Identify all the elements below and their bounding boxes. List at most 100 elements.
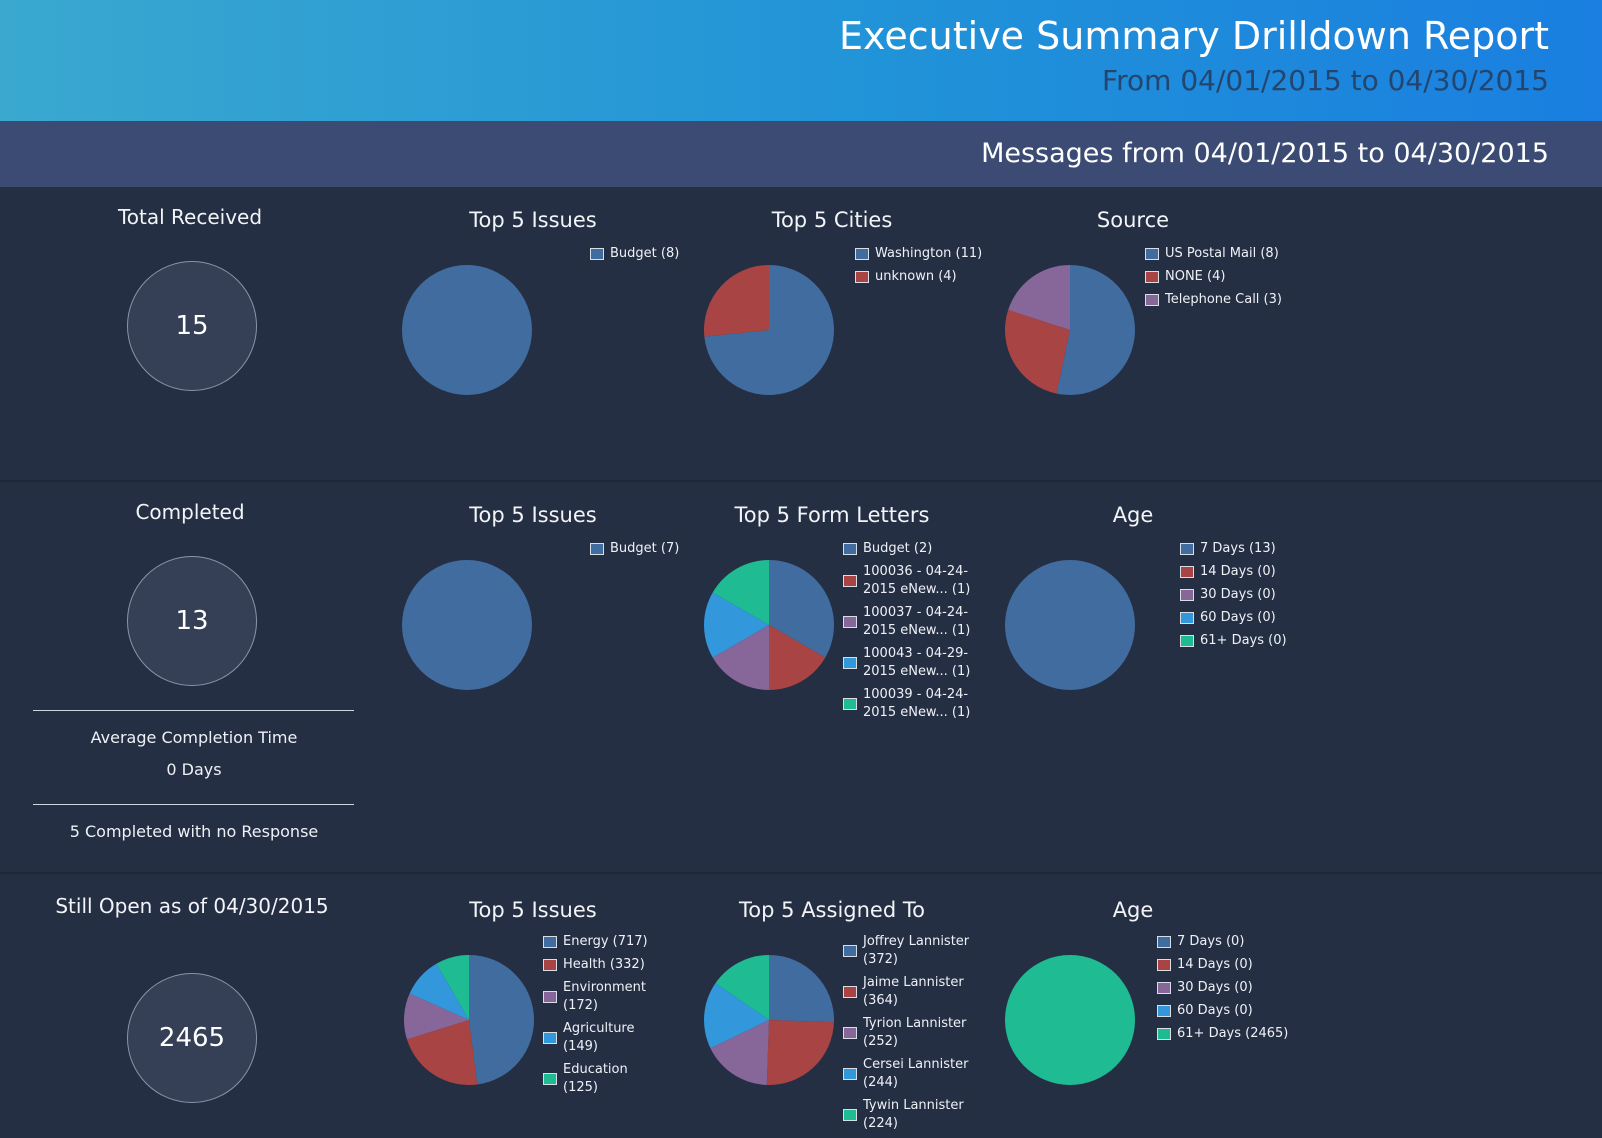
legend-swatch (1157, 936, 1171, 948)
legend-item[interactable]: Telephone Call (3) (1145, 291, 1315, 309)
legend-label: 30 Days (0) (1177, 980, 1253, 995)
legend-item[interactable]: Budget (7) (590, 540, 700, 558)
pie-slice[interactable] (1008, 265, 1070, 330)
legend-item[interactable]: 30 Days (0) (1157, 979, 1307, 997)
legend-label: 100039 - 04-24-2015 eNew... (1) (863, 687, 971, 720)
legend-item[interactable]: 60 Days (0) (1180, 609, 1310, 627)
legend-label: 100037 - 04-24-2015 eNew... (1) (863, 605, 971, 638)
legend-item[interactable]: Environment (172) (543, 979, 663, 1015)
legend-swatch (1180, 543, 1194, 555)
total-received-value[interactable]: 15 (127, 261, 257, 391)
pie-chart[interactable] (402, 560, 532, 690)
legend-item[interactable]: 61+ Days (2465) (1157, 1025, 1307, 1043)
legend-item[interactable]: NONE (4) (1145, 268, 1315, 286)
pie-chart[interactable] (704, 955, 834, 1085)
legend-swatch (1157, 1005, 1171, 1017)
legend-item[interactable]: Education (125) (543, 1061, 663, 1097)
pie-chart[interactable] (704, 560, 834, 690)
pie-chart[interactable] (402, 265, 532, 395)
pie-slice[interactable] (469, 955, 534, 1085)
legend-item[interactable]: 7 Days (0) (1157, 933, 1307, 951)
legend-item[interactable]: Jaime Lannister (364) (843, 974, 978, 1010)
legend-label: 14 Days (0) (1177, 957, 1253, 972)
legend-item[interactable]: unknown (4) (855, 268, 1005, 286)
divider-line (33, 710, 354, 711)
legend-item[interactable]: Joffrey Lannister (372) (843, 933, 978, 969)
chart-title: Top 5 Assigned To (739, 898, 925, 922)
legend-label: 30 Days (0) (1200, 587, 1276, 602)
legend-label: 14 Days (0) (1200, 564, 1276, 579)
legend-item[interactable]: Budget (8) (590, 245, 700, 263)
legend-item[interactable]: Cersei Lannister (244) (843, 1056, 978, 1092)
legend-label: US Postal Mail (8) (1165, 246, 1279, 261)
pie-slice[interactable] (1005, 309, 1070, 394)
chart-title: Age (1112, 503, 1154, 527)
legend-swatch (843, 1027, 857, 1039)
legend-label: 100036 - 04-24-2015 eNew... (1) (863, 564, 971, 597)
pie-slice[interactable] (704, 265, 769, 337)
pie-slice[interactable] (715, 955, 769, 1020)
legend-item[interactable]: Energy (717) (543, 933, 663, 951)
pie-slice[interactable] (1005, 955, 1135, 1085)
legend-item[interactable]: Health (332) (543, 956, 663, 974)
pie-slice[interactable] (704, 265, 834, 395)
legend-item[interactable]: 100039 - 04-24-2015 eNew... (1) (843, 686, 978, 722)
pie-slice[interactable] (409, 963, 469, 1020)
legend-label: Cersei Lannister (244) (863, 1057, 969, 1090)
legend-swatch (855, 248, 869, 260)
legend-swatch (543, 959, 557, 971)
legend-item[interactable]: 100037 - 04-24-2015 eNew... (1) (843, 604, 978, 640)
chart-title: Top 5 Form Letters (734, 503, 930, 527)
legend-item[interactable]: 61+ Days (0) (1180, 632, 1310, 650)
legend-swatch (1180, 589, 1194, 601)
pie-slice[interactable] (436, 955, 469, 1020)
pie-chart[interactable] (1005, 265, 1135, 395)
legend-label: Washington (11) (875, 246, 983, 261)
legend-item[interactable]: Tyrion Lannister (252) (843, 1015, 978, 1051)
section-divider (0, 480, 1602, 482)
legend-swatch (543, 1032, 557, 1044)
pie-slice[interactable] (704, 592, 769, 658)
legend-swatch (543, 936, 557, 948)
legend-item[interactable]: 100043 - 04-29-2015 eNew... (1) (843, 645, 978, 681)
pie-slice[interactable] (704, 983, 769, 1049)
legend-swatch (843, 616, 857, 628)
legend-label: 100043 - 04-29-2015 eNew... (1) (863, 646, 971, 679)
legend-item[interactable]: Washington (11) (855, 245, 1005, 263)
pie-slice[interactable] (404, 993, 469, 1040)
pie-slice[interactable] (712, 560, 769, 625)
pie-slice[interactable] (402, 265, 532, 395)
pie-chart[interactable] (1005, 560, 1135, 690)
pie-slice[interactable] (402, 560, 532, 690)
legend-swatch (1157, 959, 1171, 971)
pie-slice[interactable] (1005, 560, 1135, 690)
legend-label: NONE (4) (1165, 269, 1226, 284)
legend-item[interactable]: Agriculture (149) (543, 1020, 663, 1056)
pie-chart[interactable] (704, 265, 834, 395)
completed-value[interactable]: 13 (127, 556, 257, 686)
pie-chart[interactable] (1005, 955, 1135, 1085)
pie-slice[interactable] (769, 560, 834, 658)
legend-swatch (855, 271, 869, 283)
legend-item[interactable]: Tywin Lannister (224) (843, 1097, 978, 1133)
chart-title: Source (1096, 208, 1170, 232)
pie-slice[interactable] (769, 955, 834, 1023)
pie-slice[interactable] (1056, 265, 1135, 395)
legend-item[interactable]: 100036 - 04-24-2015 eNew... (1) (843, 563, 978, 599)
legend-item[interactable]: 30 Days (0) (1180, 586, 1310, 604)
pie-slice[interactable] (712, 625, 769, 690)
legend-swatch (843, 1109, 857, 1121)
pie-slice[interactable] (766, 1020, 834, 1085)
still-open-value[interactable]: 2465 (127, 973, 257, 1103)
pie-slice[interactable] (769, 625, 826, 690)
legend-swatch (590, 543, 604, 555)
legend-label: 7 Days (13) (1200, 541, 1276, 556)
pie-chart[interactable] (404, 955, 534, 1085)
legend-item[interactable]: Budget (2) (843, 540, 978, 558)
legend-item[interactable]: 14 Days (0) (1180, 563, 1310, 581)
legend-item[interactable]: US Postal Mail (8) (1145, 245, 1315, 263)
legend-item[interactable]: 7 Days (13) (1180, 540, 1310, 558)
legend-label: Agriculture (149) (563, 1021, 635, 1054)
legend-item[interactable]: 60 Days (0) (1157, 1002, 1307, 1020)
legend-item[interactable]: 14 Days (0) (1157, 956, 1307, 974)
